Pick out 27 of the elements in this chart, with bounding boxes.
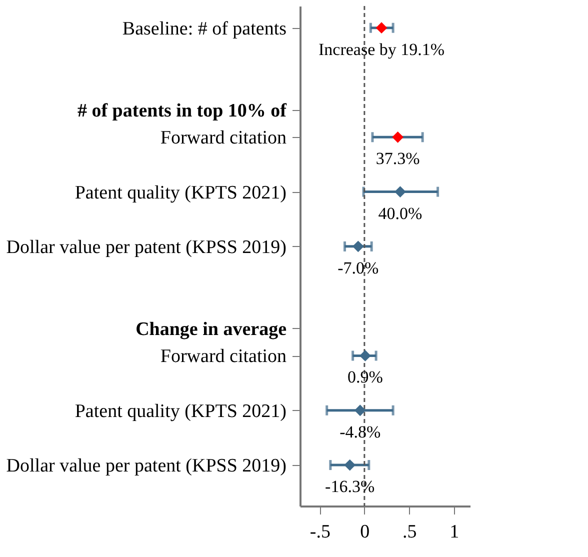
data-label: 40.0%	[378, 204, 422, 223]
data-label: -7.0%	[338, 258, 379, 278]
x-tick-label: -.5	[310, 522, 330, 542]
point	[352, 240, 364, 252]
point	[344, 459, 356, 471]
y-tick-label: Baseline: # of patents	[122, 18, 286, 40]
y-tick-label: Forward citation	[160, 346, 287, 368]
y-tick-label: Forward citation	[160, 128, 287, 149]
point	[360, 350, 371, 362]
y-tick-label: Dollar value per patent (KPSS 2019)	[6, 456, 286, 477]
data-label: -16.3%	[325, 477, 375, 496]
point	[376, 22, 388, 34]
point	[394, 186, 406, 198]
data-label: Increase by 19.1%	[318, 40, 445, 59]
point	[392, 131, 404, 143]
y-tick-label: Dollar value per patent (KPSS 2019)	[6, 236, 286, 258]
data-label: 37.3%	[376, 149, 420, 168]
point	[354, 404, 366, 416]
x-tick-label: 0	[360, 522, 370, 542]
x-tick-label: .5	[402, 522, 417, 542]
data-label: 0.9%	[348, 368, 383, 387]
data-label: -4.8%	[340, 422, 381, 442]
y-tick-label: Patent quality (KPTS 2021)	[74, 400, 286, 422]
y-tick-label: Patent quality (KPTS 2021)	[74, 182, 286, 204]
y-tick-label: Change in average	[136, 318, 286, 340]
y-tick-label: # of patents in top 10% of	[77, 100, 288, 122]
x-tick-label: 1	[450, 522, 460, 542]
